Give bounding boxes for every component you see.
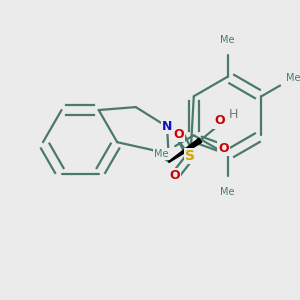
Text: Me: Me <box>154 149 169 159</box>
Text: O: O <box>173 128 184 141</box>
Text: O: O <box>214 114 225 127</box>
Text: O: O <box>218 142 229 154</box>
Polygon shape <box>169 138 202 162</box>
Text: Me: Me <box>220 34 235 45</box>
Text: S: S <box>185 149 196 163</box>
Text: Me: Me <box>286 73 300 83</box>
Text: H: H <box>229 108 238 122</box>
Text: N: N <box>162 120 172 133</box>
Text: Me: Me <box>220 187 235 197</box>
Text: O: O <box>169 169 180 182</box>
